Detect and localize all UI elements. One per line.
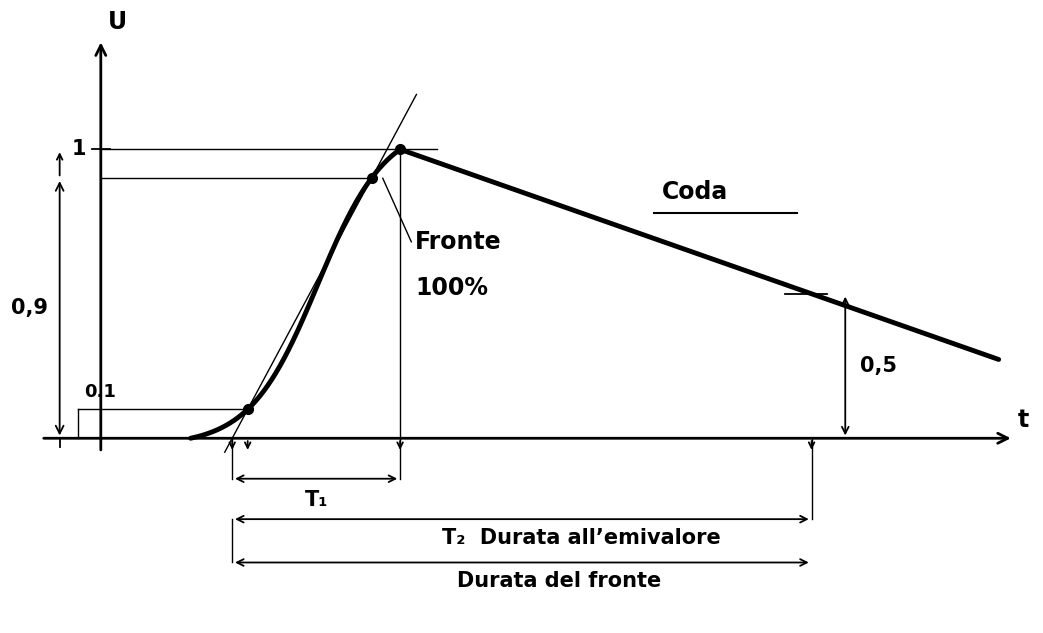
Text: 0,9: 0,9 [11, 298, 48, 318]
Text: T₁: T₁ [305, 491, 328, 510]
Text: 100%: 100% [415, 276, 488, 300]
Text: t: t [1017, 408, 1028, 432]
Text: Fronte: Fronte [415, 230, 502, 254]
Text: U: U [108, 9, 127, 34]
Text: T₂  Durata all’emivalore: T₂ Durata all’emivalore [442, 528, 721, 548]
Text: 0,5: 0,5 [860, 356, 897, 376]
Text: 1: 1 [71, 139, 86, 160]
Text: Coda: Coda [662, 180, 728, 204]
Text: Durata del fronte: Durata del fronte [457, 571, 661, 591]
Text: 0.1: 0.1 [84, 383, 116, 401]
